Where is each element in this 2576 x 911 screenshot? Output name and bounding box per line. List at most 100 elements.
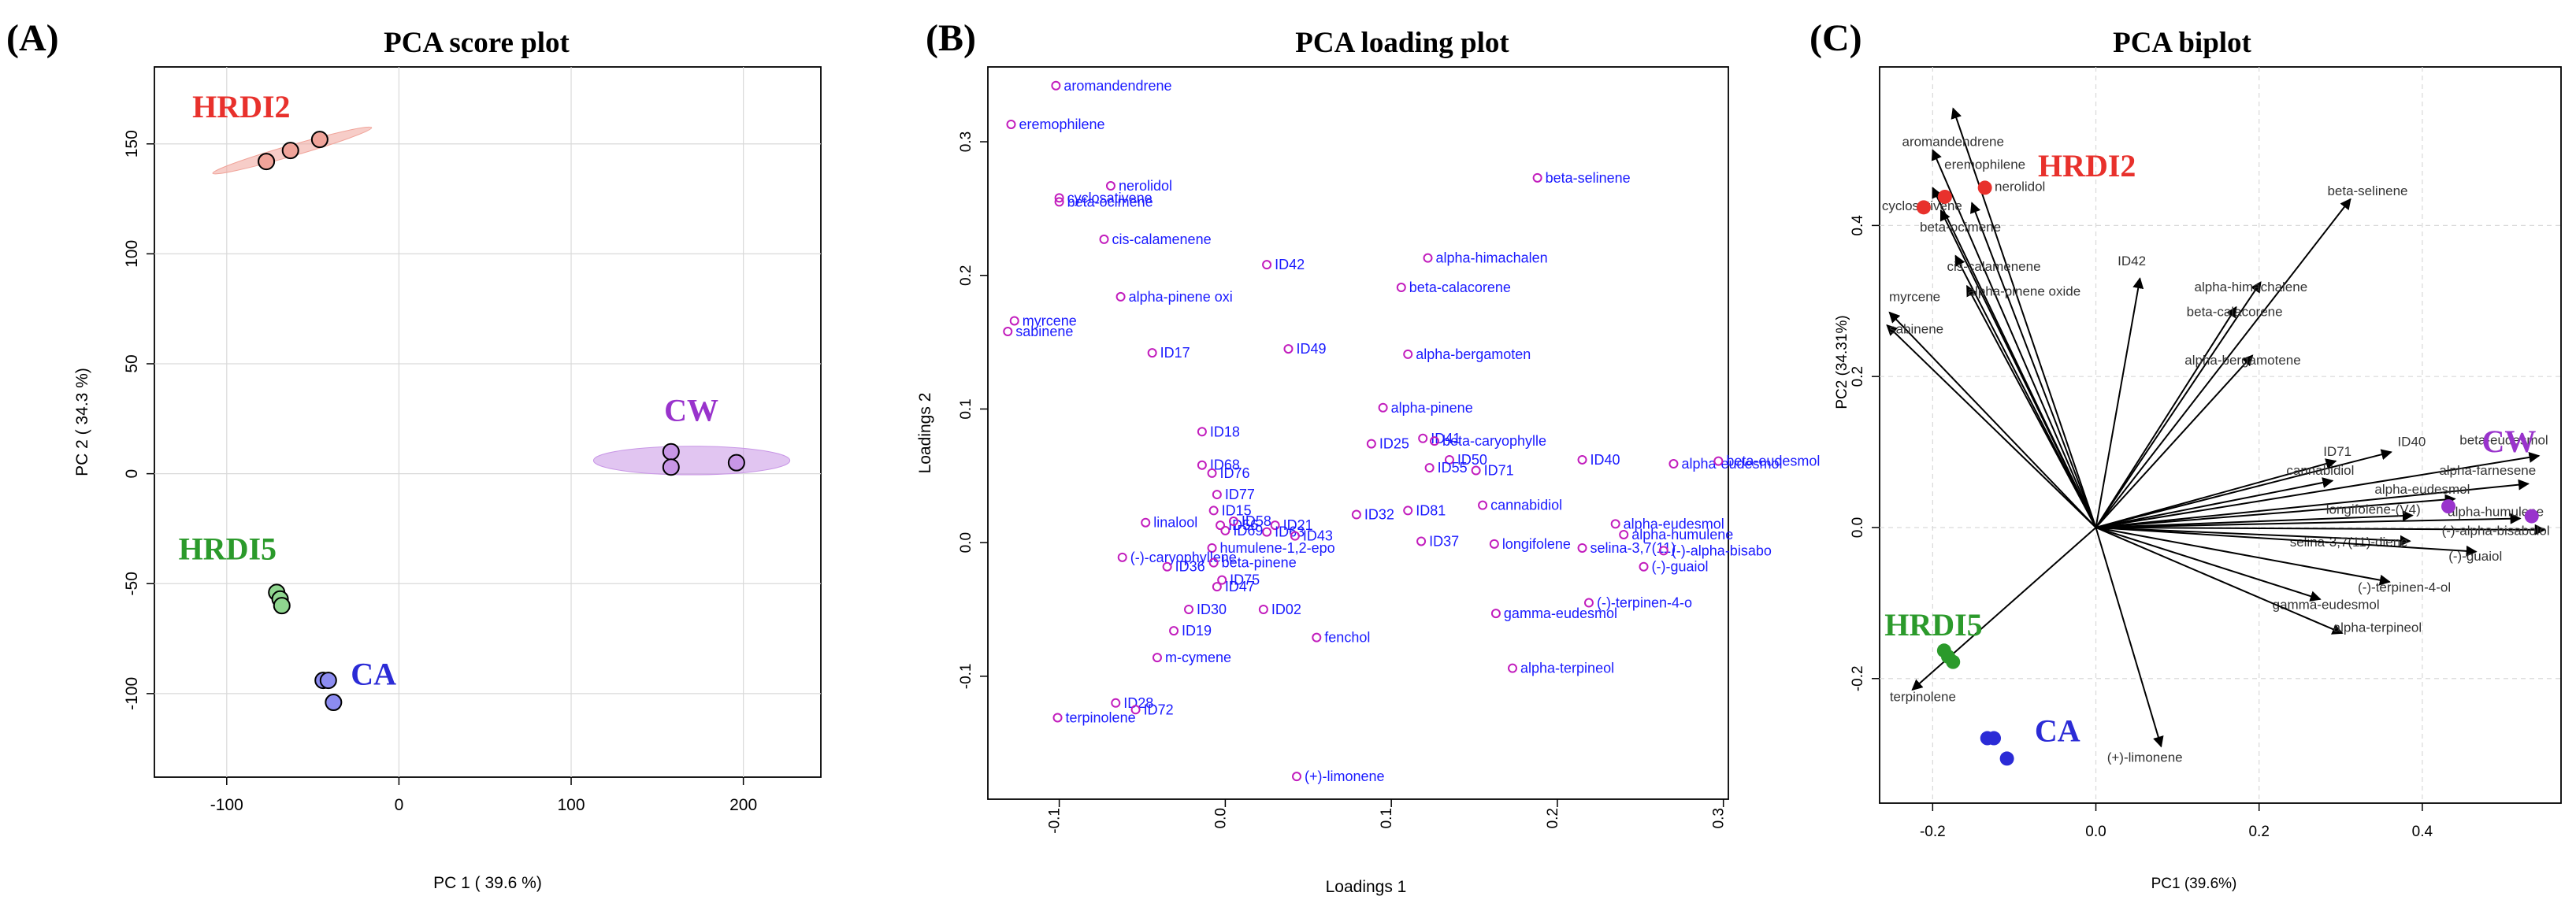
loading-label: fenchol [1324, 630, 1370, 646]
loading-label: ID17 [1160, 345, 1190, 361]
x-tick-label: -0.2 [1920, 824, 1946, 840]
loading-arrow [2095, 306, 2237, 528]
panel-a-grid [154, 67, 821, 777]
loading-arrow-label: (-)-alpha-bisabolol [2442, 524, 2550, 539]
loading-point [1228, 517, 1238, 527]
x-tick-label: -0.1 [1047, 808, 1063, 834]
loading-arrow [2095, 479, 2530, 528]
loading-point [1207, 468, 1217, 478]
score-point-ca [319, 672, 337, 690]
loading-point [1577, 543, 1587, 553]
loading-arrow [1886, 324, 2097, 528]
loading-point [1658, 546, 1668, 556]
loading-point [1424, 463, 1435, 473]
loading-label: alpha-eudesmol [1681, 456, 1782, 472]
loading-point [1478, 500, 1488, 510]
loading-label: ID63 [1275, 524, 1305, 540]
panel-c-grid [1880, 67, 2561, 803]
loading-arrow-label: aromandendrene [1902, 135, 2003, 150]
biplot-point-cw [2524, 509, 2539, 524]
panel-c-title: PCA biplot [2113, 27, 2251, 59]
loading-label: ID56 [1228, 517, 1258, 533]
loading-arrow-label: eremophilene [1944, 157, 2025, 172]
loading-label: alpha-pinene [1391, 400, 1473, 416]
loading-point [1216, 520, 1226, 531]
loading-arrow-label: beta-calacorene [2187, 304, 2283, 319]
loading-label: beta-ocimene [1067, 194, 1153, 209]
x-tick-label: 0 [395, 796, 404, 814]
loading-label: beta-pinene [1222, 555, 1297, 571]
loading-point [1207, 543, 1217, 553]
biplot-point-hrdi2 [1916, 200, 1931, 215]
loading-label: (-)-terpinen-4-o [1597, 595, 1692, 611]
y-tick-label: -0.2 [1850, 665, 1866, 691]
loading-label: ID19 [1182, 623, 1212, 639]
loading-arrow [2095, 458, 2337, 528]
group-label-hrdi2: HRDI2 [192, 89, 290, 124]
loading-point [1262, 260, 1272, 270]
loading-point [1583, 598, 1594, 608]
loading-point [1130, 705, 1141, 715]
x-tick-label: 0.4 [2412, 824, 2433, 840]
x-tick-label: 0.3 [1711, 808, 1728, 828]
loading-point [1054, 197, 1064, 207]
loading-label: ID25 [1379, 436, 1409, 452]
loading-point [1052, 713, 1063, 723]
biplot-point-ca [1987, 731, 2002, 746]
loading-label: ID32 [1364, 507, 1394, 523]
loading-arrow [2095, 354, 2254, 528]
x-tick-label: 0.2 [2248, 824, 2269, 840]
group-label-hrdi2: HRDI2 [2038, 148, 2136, 183]
group-label-hrdi5: HRDI5 [1884, 607, 1982, 643]
loading-point [1111, 698, 1121, 708]
loading-label: beta-selinene [1546, 170, 1631, 186]
loading-arrow-label: alpha-humulene [2448, 505, 2544, 520]
loading-label: ID43 [1303, 528, 1333, 544]
loading-arrow [1951, 107, 2097, 528]
loading-point [1208, 557, 1219, 568]
loading-arrow [1931, 149, 2097, 528]
panel-b-plot-frame [987, 66, 1729, 800]
loading-label: alpha-pinene oxi [1129, 289, 1233, 305]
loading-point [1403, 505, 1413, 516]
x-tick-label: 0.0 [2085, 824, 2106, 840]
loading-label: ID36 [1175, 559, 1205, 575]
loading-point [1115, 291, 1126, 302]
loading-label: ID30 [1197, 602, 1227, 617]
loading-arrow-label: terpinolene [1890, 690, 1956, 705]
loading-label: ID76 [1220, 465, 1250, 481]
loading-arrow [2095, 198, 2351, 528]
loading-arrow-label: selina-3,7(11)-diene [2290, 535, 2408, 550]
loading-point [1366, 439, 1376, 449]
loading-arrow-label: (-)-terpinen-4-ol [2358, 580, 2451, 594]
panel-a-group-labels: HRDI2 CW HRDI5 CA [179, 89, 718, 691]
biplot-point-hrdi2 [1937, 189, 1952, 204]
loading-arrow-label: (+)-limonene [2107, 750, 2183, 765]
loading-label: cis-calamenene [1112, 231, 1212, 247]
loading-point [1610, 519, 1620, 529]
loading-arrow [2095, 494, 2456, 528]
score-point-hrdi5 [273, 597, 291, 615]
panel-c-plot-frame [1879, 66, 2562, 804]
loading-label: ID02 [1271, 602, 1301, 617]
loading-point [1444, 454, 1454, 465]
loading-arrow-label: longifolene-(V4) [2326, 502, 2421, 517]
loading-arrow [2095, 277, 2144, 528]
loading-arrow-label: ID42 [2118, 254, 2146, 268]
loading-arrow [1939, 209, 2097, 528]
loading-label: alpha-humulene [1631, 527, 1733, 543]
loading-label: ID69 [1233, 523, 1263, 539]
loading-arrow [2095, 527, 2164, 748]
loading-label: gamma-eudesmol [1504, 605, 1617, 621]
loading-label: ID55 [1438, 460, 1468, 476]
score-point-cw [662, 458, 680, 476]
loading-arrow-label: (-)-guaiol [2448, 549, 2502, 564]
loading-arrow [2095, 527, 2322, 602]
loading-arrow-label: alpha-pinene oxide [1968, 284, 2081, 299]
loading-point [1429, 436, 1439, 446]
loading-arrow-label: beta-eudesmol [2459, 432, 2548, 447]
loading-point [1416, 536, 1427, 546]
loading-label: aromandendrene [1063, 78, 1171, 94]
loading-label: ID50 [1457, 452, 1487, 468]
